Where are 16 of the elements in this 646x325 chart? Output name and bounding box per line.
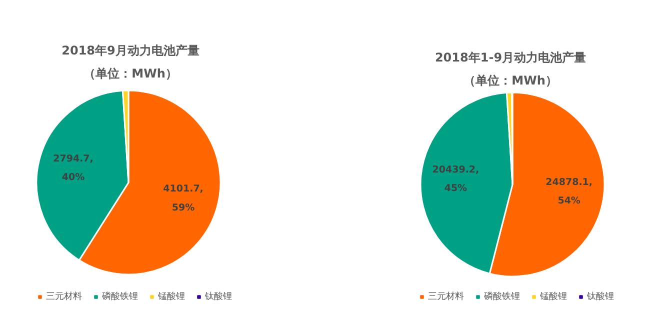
legend-label: 锰酸锂 <box>540 290 567 303</box>
chart-subtitle: （单位：MWh） <box>464 74 558 88</box>
chart-subtitle: （单位：MWh） <box>84 66 178 80</box>
legend-label: 锰酸锂 <box>158 290 185 303</box>
legend-label: 钛酸锂 <box>587 290 614 303</box>
legend-label: 磷酸铁锂 <box>484 290 520 303</box>
legend-label: 三元材料 <box>46 290 82 303</box>
data-label: 2794.7, 40% <box>53 153 94 184</box>
data-label: 20439.2, 45% <box>432 164 480 194</box>
chart-title: 2018年9月动力电池产量 <box>62 44 200 58</box>
chart-title: 2018年1-9月动力电池产量 <box>434 50 586 64</box>
legend-label: 钛酸锂 <box>205 290 232 303</box>
data-label: 24878.1, 54% <box>546 176 593 206</box>
legend-label: 磷酸铁锂 <box>102 290 138 303</box>
legend-label: 三元材料 <box>428 290 464 303</box>
data-label: 4101.7, 59% <box>163 184 204 214</box>
